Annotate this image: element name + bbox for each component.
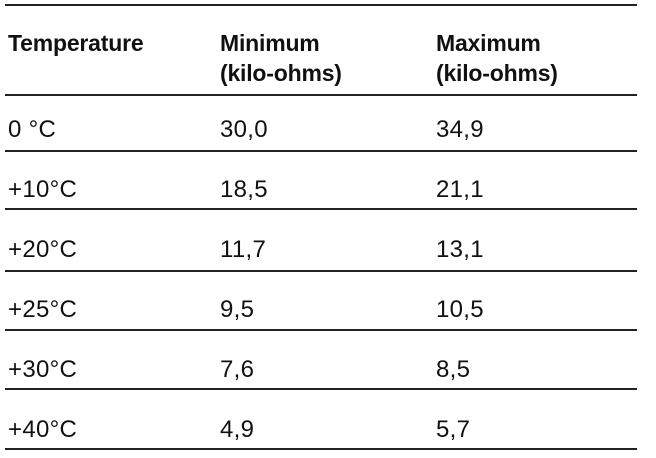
row-5-temperature: +40°C [8, 416, 78, 443]
row-5-rule [5, 448, 637, 450]
row-2-rule [5, 270, 637, 272]
row-2-temperature: +20°C [8, 236, 78, 263]
row-3-minimum: 9,5 [220, 296, 255, 323]
header-minimum-unit: (kilo-ohms) [220, 60, 342, 86]
header-rule [5, 94, 637, 96]
header-minimum: Minimum [220, 30, 320, 56]
row-0-rule [5, 150, 637, 152]
table-top-rule [5, 4, 637, 6]
row-4-temperature: +30°C [8, 356, 78, 383]
row-0-maximum: 34,9 [436, 116, 484, 143]
row-0-temperature: 0 °C [8, 116, 57, 143]
row-3-maximum: 10,5 [436, 296, 484, 323]
header-maximum-unit: (kilo-ohms) [436, 60, 558, 86]
header-maximum: Maximum [436, 30, 541, 56]
header-temperature: Temperature [8, 30, 144, 56]
row-5-maximum: 5,7 [436, 416, 471, 443]
row-0-minimum: 30,0 [220, 116, 268, 143]
row-4-minimum: 7,6 [220, 356, 255, 383]
row-2-minimum: 11,7 [220, 236, 267, 263]
row-1-maximum: 21,1 [436, 176, 484, 203]
row-1-temperature: +10°C [8, 176, 78, 203]
row-3-temperature: +25°C [8, 296, 78, 323]
row-1-minimum: 18,5 [220, 176, 268, 203]
row-4-rule [5, 388, 637, 390]
row-4-maximum: 8,5 [436, 356, 471, 383]
row-3-rule [5, 329, 637, 331]
row-1-rule [5, 208, 637, 210]
row-5-minimum: 4,9 [220, 416, 255, 443]
row-2-maximum: 13,1 [436, 236, 484, 263]
